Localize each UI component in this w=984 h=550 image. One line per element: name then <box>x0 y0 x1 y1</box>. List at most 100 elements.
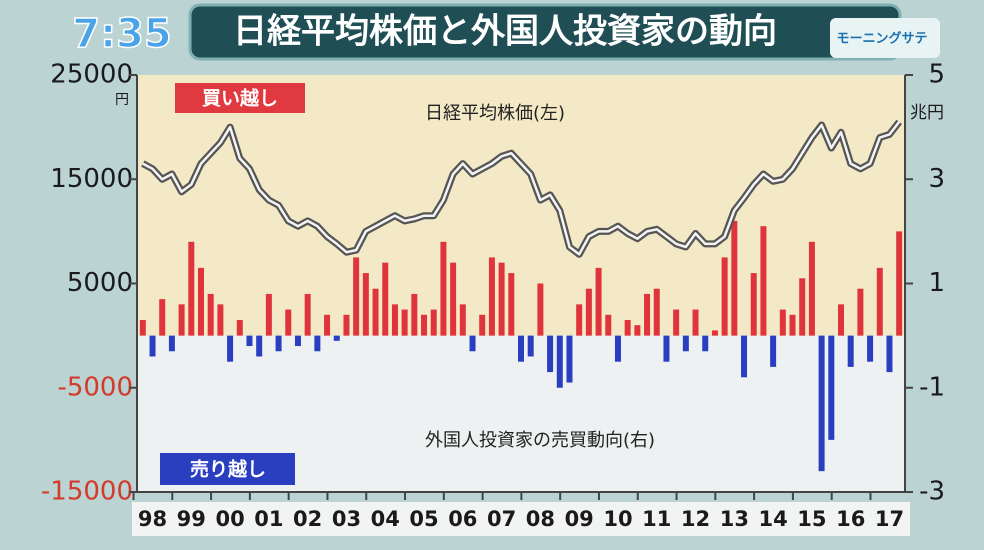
bar <box>275 335 282 352</box>
bar <box>847 335 854 367</box>
bar <box>217 304 224 336</box>
bar <box>324 314 331 336</box>
x-tick-label: 16 <box>836 507 865 531</box>
x-tick-label: 02 <box>293 507 322 531</box>
y-tick-label: 25000 <box>50 60 133 90</box>
x-tick-label: 07 <box>487 507 516 531</box>
y-tick-label: 15000 <box>50 164 133 194</box>
bar <box>139 319 146 336</box>
y2-tick-label: 5 <box>928 60 945 90</box>
bar <box>644 293 651 336</box>
bar <box>469 335 476 352</box>
bar <box>799 278 806 336</box>
bar <box>294 335 301 347</box>
x-tick-label: 06 <box>448 507 477 531</box>
y2-tick-label: 3 <box>928 164 945 194</box>
bar <box>188 241 195 336</box>
bar <box>750 273 757 336</box>
x-tick-label: 13 <box>720 507 749 531</box>
x-tick-label: 00 <box>215 507 244 531</box>
bar <box>382 262 389 336</box>
bar <box>421 314 428 336</box>
bar <box>566 335 573 383</box>
x-tick-label: 98 <box>138 507 167 531</box>
x-tick-label: 09 <box>565 507 594 531</box>
bar <box>314 335 321 352</box>
bar <box>450 262 457 336</box>
bar <box>343 314 350 336</box>
line <box>142 121 901 256</box>
bar <box>605 314 612 336</box>
bar <box>246 335 253 347</box>
bar <box>527 335 534 357</box>
clock: 7:35 <box>72 11 172 57</box>
bar <box>789 314 796 336</box>
bar <box>227 335 234 362</box>
series-label: 外国人投資家の売買動向(右) <box>425 430 655 451</box>
buy-box <box>175 83 305 113</box>
bar <box>828 335 835 440</box>
y-tick-label: -15000 <box>41 477 133 507</box>
bar <box>779 309 786 336</box>
y-tick-label: -5000 <box>57 372 133 402</box>
x-axis-band <box>132 502 910 536</box>
x-tick-label: 15 <box>797 507 826 531</box>
bar <box>498 262 505 336</box>
x-tick-label: 04 <box>371 507 400 531</box>
bar <box>876 267 883 336</box>
x-tick-label: 08 <box>526 507 555 531</box>
bar <box>721 257 728 336</box>
bar <box>391 304 398 336</box>
bar <box>711 330 718 336</box>
bar <box>149 335 156 357</box>
x-tick-label: 01 <box>254 507 283 531</box>
bar <box>576 304 583 336</box>
bar <box>178 304 185 336</box>
y2-tick-label: -3 <box>919 477 945 507</box>
logo-box <box>830 18 940 58</box>
bar <box>673 309 680 336</box>
bar <box>518 335 524 362</box>
bar <box>362 273 369 336</box>
bar <box>702 335 709 352</box>
bar <box>653 288 660 336</box>
bar <box>198 267 204 336</box>
bar <box>440 241 447 336</box>
bar <box>585 288 592 336</box>
bar <box>256 335 263 357</box>
x-tick-label: 17 <box>875 507 904 531</box>
x-tick-label: 10 <box>603 507 632 531</box>
bar <box>614 335 621 362</box>
bar <box>770 335 777 367</box>
bar <box>372 288 379 336</box>
bar <box>896 231 903 336</box>
sell-box <box>160 453 295 485</box>
bar <box>459 304 466 336</box>
chart-title: 日経平均株価と外国人投資家の動向 <box>233 12 777 52</box>
bar <box>537 283 544 336</box>
bar <box>430 309 437 336</box>
bar <box>353 257 360 336</box>
bar <box>304 293 311 336</box>
y2-unit: 兆円 <box>910 103 944 123</box>
series-label: 日経平均株価(左) <box>425 103 565 124</box>
bar <box>682 335 689 352</box>
buy-label: 買い越し <box>202 87 278 110</box>
sell-label: 売り越し <box>190 458 266 481</box>
bar <box>692 309 699 336</box>
bar <box>838 304 844 336</box>
bar <box>236 319 243 336</box>
bar <box>634 325 641 336</box>
bar <box>595 267 602 336</box>
bar <box>547 335 554 373</box>
x-tick-label: 14 <box>759 507 788 531</box>
bar <box>741 335 748 378</box>
y-unit: 円 <box>115 92 129 108</box>
bar <box>663 335 670 362</box>
y2-tick-label: 1 <box>928 268 945 298</box>
bar <box>285 309 292 336</box>
bar <box>624 319 631 336</box>
bar <box>731 220 738 336</box>
bar <box>818 335 825 472</box>
